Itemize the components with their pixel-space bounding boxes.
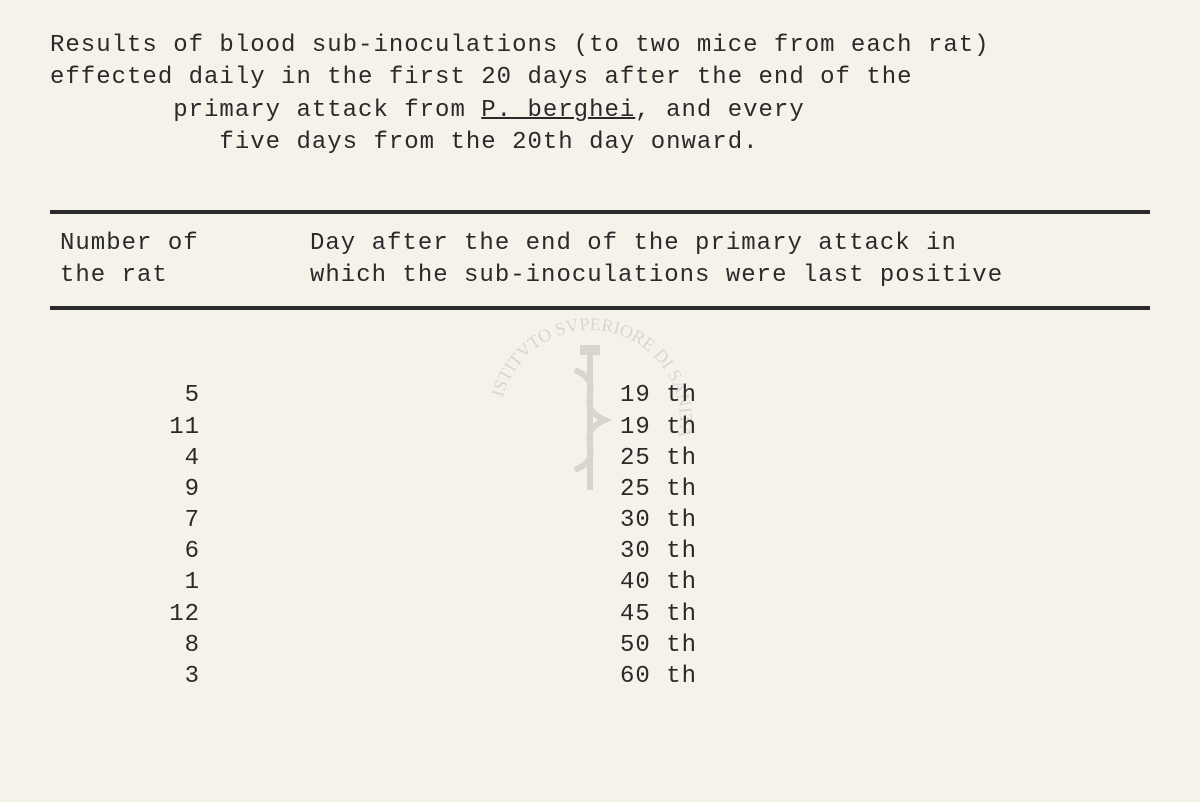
table-header-row: Number of the rat Day after the end of t… [50,214,1150,307]
table-row: 11 19 th [50,412,1150,443]
title-block: Results of blood sub-inoculations (to tw… [50,30,1150,160]
table-row: 6 30 th [50,536,1150,567]
title-line-3-post: , and every [635,97,804,124]
cell-day: 19 th [620,380,697,411]
cell-rat-number: 11 [50,412,620,443]
cell-rat-number: 12 [50,599,620,630]
cell-rat-number: 6 [50,536,620,567]
title-line-4: five days from the 20th day onward. [50,127,1150,159]
cell-day: 50 th [620,630,697,661]
table-row: 12 45 th [50,599,1150,630]
title-line-3-pre: primary attack from [50,97,481,124]
cell-rat-number: 3 [50,661,620,692]
cell-day: 40 th [620,567,697,598]
title-line-2: effected daily in the first 20 days afte… [50,62,1150,94]
table-row: 7 30 th [50,505,1150,536]
cell-rat-number: 9 [50,474,620,505]
cell-rat-number: 5 [50,380,620,411]
table-row: 4 25 th [50,443,1150,474]
column-header-rat-number: Number of the rat [60,228,310,293]
table-body: 5 19 th 11 19 th 4 25 th 9 25 th 7 30 th… [50,310,1150,692]
cell-rat-number: 8 [50,630,620,661]
cell-rat-number: 4 [50,443,620,474]
cell-rat-number: 7 [50,505,620,536]
table-row: 8 50 th [50,630,1150,661]
document-page: Results of blood sub-inoculations (to tw… [0,0,1200,692]
cell-day: 60 th [620,661,697,692]
cell-day: 30 th [620,536,697,567]
title-line-1: Results of blood sub-inoculations (to tw… [50,30,1150,62]
table-row: 1 40 th [50,567,1150,598]
table-row: 9 25 th [50,474,1150,505]
table-row: 5 19 th [50,380,1150,411]
cell-day: 25 th [620,443,697,474]
cell-day: 45 th [620,599,697,630]
cell-day: 19 th [620,412,697,443]
cell-day: 30 th [620,505,697,536]
table-row: 3 60 th [50,661,1150,692]
cell-day: 25 th [620,474,697,505]
column-header-day: Day after the end of the primary attack … [310,228,1150,293]
title-line-3: primary attack from P. berghei, and ever… [50,95,1150,127]
title-species-underlined: P. berghei [481,97,635,124]
cell-rat-number: 1 [50,567,620,598]
